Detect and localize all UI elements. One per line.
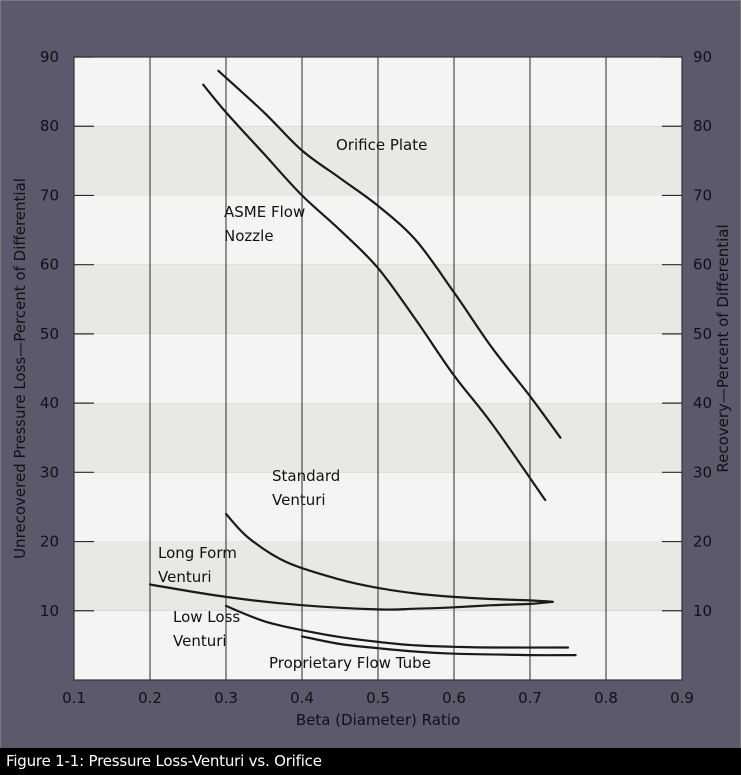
left-y-tick-label: 30 (40, 463, 59, 481)
right-y-tick-label: 10 (693, 602, 712, 620)
right-y-tick-label: 90 (693, 48, 712, 66)
left-y-tick-label: 40 (40, 394, 59, 412)
x-tick-label: 0.3 (214, 689, 238, 707)
series-label-standard-venturi: Standard (272, 467, 340, 485)
tick-labels: 0.1 0.2 0.3 0.4 0.5 0.6 0.7 0.8 0.9 10 20 30 40 50 60 7… (40, 48, 712, 707)
x-tick-label: 0.4 (290, 689, 314, 707)
x-axis-label: Beta (Diameter) Ratio (296, 711, 460, 729)
series-line-asme-flow-nozzle (202, 83, 547, 502)
series-label-long-form-venturi: Venturi (158, 568, 212, 586)
x-tick-label: 0.2 (138, 689, 162, 707)
plot-border (73, 56, 683, 681)
caption-bar: Figure 1-1: Pressure Loss-Venturi vs. Or… (0, 748, 741, 775)
left-y-tick-label: 70 (40, 186, 59, 204)
left-y-axis-label: Unrecovered Pressure Loss—Percent of Dif… (11, 178, 29, 559)
left-y-tick-label: 60 (40, 256, 59, 274)
x-tick-label: 0.7 (518, 689, 542, 707)
right-y-tick-label: 70 (693, 186, 712, 204)
series-label-standard-venturi: Venturi (272, 491, 326, 509)
x-tick-label: 0.1 (62, 689, 86, 707)
left-y-tick-label: 50 (40, 325, 59, 343)
x-tick-label: 0.5 (366, 689, 390, 707)
series-label-low-loss-venturi: Low Loss (173, 608, 240, 626)
left-y-tick-label: 80 (40, 117, 59, 135)
x-tick-label: 0.6 (442, 689, 466, 707)
series-line-long-form-venturi (148, 583, 554, 611)
left-y-tick-label: 90 (40, 48, 59, 66)
vertical-gridlines (149, 57, 607, 680)
series-line-orifice-plate (217, 69, 562, 439)
series-label-orifice-plate: Orifice Plate (336, 136, 427, 154)
x-tick-label: 0.8 (594, 689, 618, 707)
right-y-axis-label: Recovery—Percent of Differential (714, 224, 732, 472)
right-y-tick-label: 30 (693, 463, 712, 481)
right-y-tick-label: 40 (693, 394, 712, 412)
right-y-tick-label: 60 (693, 256, 712, 274)
series-label-long-form-venturi: Long Form (158, 544, 237, 562)
right-y-tick-label: 80 (693, 117, 712, 135)
pressure-loss-chart: 0.1 0.2 0.3 0.4 0.5 0.6 0.7 0.8 0.9 10 20 30 40 50 60 7… (11, 48, 732, 729)
series-line-low-loss-venturi (224, 604, 570, 649)
series-line-proprietary-flow-tube (300, 635, 577, 657)
left-y-tick-label: 10 (40, 602, 59, 620)
left-y-tick-label: 20 (40, 533, 59, 551)
figure-caption: Figure 1-1: Pressure Loss-Venturi vs. Or… (6, 752, 322, 770)
series-labels: Orifice Plate ASME Flow Nozzle Standard Vent… (158, 136, 431, 672)
series-label-asme-flow-nozzle: ASME Flow (224, 203, 305, 221)
x-tick-label: 0.9 (670, 689, 694, 707)
series-label-proprietary-flow-tube: Proprietary Flow Tube (269, 654, 431, 672)
series-label-asme-flow-nozzle: Nozzle (224, 227, 274, 245)
data-curves (148, 69, 577, 657)
series-label-low-loss-venturi: Venturi (173, 632, 227, 650)
right-y-tick-label: 50 (693, 325, 712, 343)
right-y-tick-label: 20 (693, 533, 712, 551)
series-line-standard-venturi (224, 512, 554, 603)
